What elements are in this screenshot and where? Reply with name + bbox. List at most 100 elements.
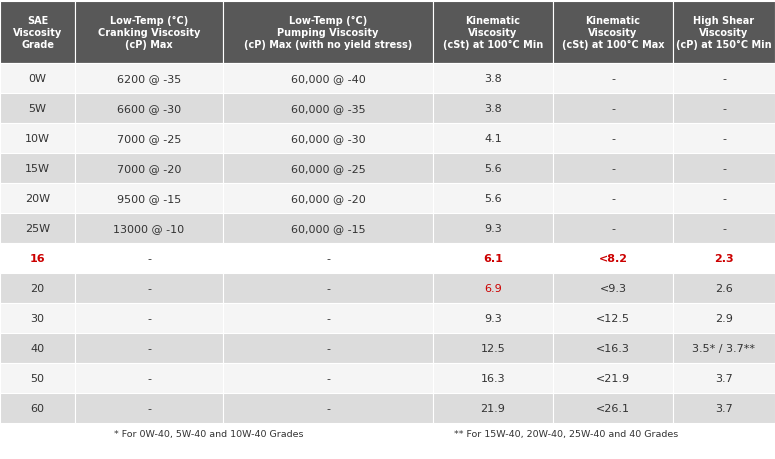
Text: <9.3: <9.3 [600,283,626,293]
Bar [433,154,553,184]
Bar [223,303,433,333]
Text: 6200 @ -35: 6200 @ -35 [117,74,181,84]
Text: 12.5: 12.5 [480,343,505,353]
Bar [75,64,223,94]
Text: -: - [147,343,151,353]
Bar [553,64,673,94]
Text: 5.6: 5.6 [484,164,502,174]
Bar [75,303,223,333]
Bar [433,243,553,274]
Bar [0,124,75,154]
Text: 20: 20 [30,283,45,293]
Bar [433,393,553,423]
Text: 60,000 @ -30: 60,000 @ -30 [291,134,365,144]
Text: 9.3: 9.3 [484,224,502,234]
Text: 60,000 @ -20: 60,000 @ -20 [291,194,365,203]
Bar [0,333,75,363]
Text: 3.5* / 3.7**: 3.5* / 3.7** [693,343,756,353]
Text: -: - [611,224,615,234]
Text: 15W: 15W [25,164,50,174]
Bar [0,184,75,213]
Text: 16.3: 16.3 [480,373,505,383]
Text: 50: 50 [30,373,44,383]
Bar [673,303,775,333]
Text: 6600 @ -30: 6600 @ -30 [117,104,181,114]
Text: -: - [611,74,615,84]
Text: -: - [722,134,726,144]
Text: -: - [326,313,330,323]
Text: -: - [326,343,330,353]
Text: 21.9: 21.9 [480,403,505,413]
Bar [223,64,433,94]
Bar [0,2,75,64]
Text: 60,000 @ -35: 60,000 @ -35 [291,104,365,114]
Bar [673,154,775,184]
Bar [673,2,775,64]
Text: <26.1: <26.1 [596,403,630,413]
Bar [553,124,673,154]
Text: 3.7: 3.7 [715,403,733,413]
Bar [0,243,75,274]
Text: 16: 16 [29,253,45,263]
Bar [553,243,673,274]
Text: 10W: 10W [25,134,50,144]
Bar [75,333,223,363]
Text: -: - [611,104,615,114]
Bar [223,94,433,124]
Text: -: - [722,194,726,203]
Bar [75,124,223,154]
Text: -: - [611,134,615,144]
Bar [75,184,223,213]
Text: -: - [326,283,330,293]
Bar [0,274,75,303]
Text: 13000 @ -10: 13000 @ -10 [113,224,184,234]
Text: -: - [722,164,726,174]
Bar [673,333,775,363]
Bar [673,274,775,303]
Text: -: - [722,224,726,234]
Text: -: - [147,373,151,383]
Text: -: - [611,164,615,174]
Bar [75,363,223,393]
Text: 7000 @ -25: 7000 @ -25 [117,134,181,144]
Text: -: - [147,283,151,293]
Text: 60,000 @ -40: 60,000 @ -40 [291,74,365,84]
Text: 9500 @ -15: 9500 @ -15 [117,194,181,203]
Text: 6.1: 6.1 [483,253,503,263]
Text: 2.6: 2.6 [715,283,733,293]
Text: ** For 15W-40, 20W-40, 25W-40 and 40 Grades: ** For 15W-40, 20W-40, 25W-40 and 40 Gra… [453,429,678,438]
Bar [223,184,433,213]
Text: Low-Temp (°C)
Cranking Viscosity
(cP) Max: Low-Temp (°C) Cranking Viscosity (cP) Ma… [98,17,200,50]
Bar [0,94,75,124]
Bar [433,94,553,124]
Text: 0W: 0W [29,74,46,84]
Bar [75,154,223,184]
Bar [553,303,673,333]
Text: -: - [611,194,615,203]
Bar [0,303,75,333]
Text: 4.1: 4.1 [484,134,502,144]
Bar [673,124,775,154]
Bar [75,2,223,64]
Bar [433,184,553,213]
Bar [553,94,673,124]
Text: 40: 40 [30,343,45,353]
Bar [223,393,433,423]
Bar [223,213,433,243]
Bar [553,333,673,363]
Text: -: - [147,253,151,263]
Text: 2.3: 2.3 [715,253,734,263]
Text: 25W: 25W [25,224,50,234]
Bar [673,184,775,213]
Bar [223,363,433,393]
Bar [433,64,553,94]
Bar [223,274,433,303]
Bar [673,213,775,243]
Bar [223,243,433,274]
Bar [673,363,775,393]
Text: SAE
Viscosity
Grade: SAE Viscosity Grade [13,17,62,50]
Bar [0,64,75,94]
Bar [673,94,775,124]
Bar [223,124,433,154]
Text: 20W: 20W [25,194,50,203]
